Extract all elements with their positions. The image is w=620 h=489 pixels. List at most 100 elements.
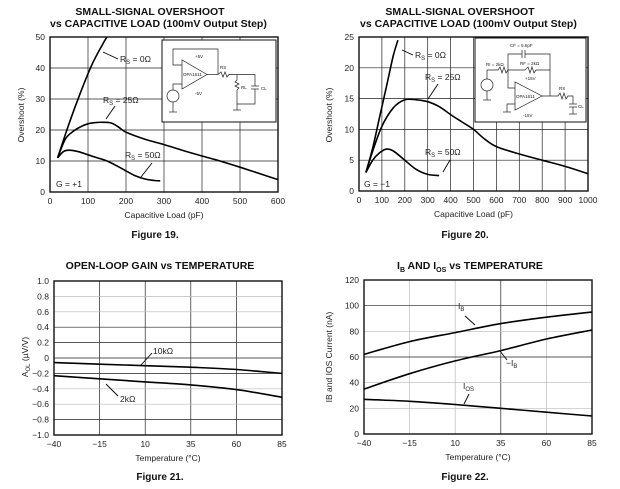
series-label-rs50: RS = 50Ω [125, 150, 161, 162]
schematic-label: +5V [195, 54, 203, 59]
series-line-2 [363, 398, 593, 417]
series-line-1 [365, 98, 589, 175]
fig19-chart: 0 100 200 300 400 500 600 0 10 20 30 40 50 +5V OPA1611… [16, 32, 285, 220]
series-line-2 [56, 149, 161, 182]
x-tick-label: 85 [277, 439, 287, 449]
fig20-title-line1: SMALL-SIGNAL OVERSHOOT [385, 6, 535, 18]
x-tick-label: 300 [157, 196, 171, 206]
series-line-1 [56, 121, 279, 181]
y-tick-label: 0 [354, 429, 359, 439]
series-label-2k: 2kΩ [120, 394, 135, 404]
schematic-wire [506, 103, 515, 112]
x-axis-label: Capacitive Load (pF) [125, 210, 204, 220]
series-label-ios: IOS [463, 381, 474, 393]
schematic-label: -15V [523, 113, 533, 118]
fig20-title: SMALL-SIGNAL OVERSHOOT vs CAPACITIVE LOA… [360, 6, 577, 30]
y-tick-label: 1.0 [37, 276, 49, 286]
schematic-wire [525, 53, 551, 70]
plot-frame [358, 36, 589, 192]
schematic-label: CF = 5.6pF [510, 43, 533, 48]
y-tick-label: 0.2 [37, 338, 49, 348]
inset-schematic-box [474, 37, 587, 123]
y-tick-label: 0 [44, 353, 49, 363]
fig20-title-line2: vs CAPACITIVE LOAD (100mV Output Step) [360, 18, 577, 30]
y-axis-label: Overshoot (%) [16, 87, 26, 142]
x-tick-label: 700 [512, 195, 526, 205]
schematic-label: RF = 2kΩ [520, 61, 540, 66]
fig22-caption: Figure 22. [441, 472, 489, 483]
fig19-title: SMALL-SIGNAL OVERSHOOT vs CAPACITIVE LOA… [50, 6, 267, 30]
opamp-symbol [514, 81, 543, 111]
schematic-label: +15V [525, 76, 536, 81]
y-tick-label: 5 [349, 155, 354, 165]
y-tick-label: 25 [345, 32, 355, 42]
fig21-caption: Figure 21. [136, 472, 184, 483]
x-tick-label: 0 [48, 196, 53, 206]
x-tick-label: 100 [375, 195, 389, 205]
series-line-1 [53, 374, 283, 399]
x-tick-label: 600 [489, 195, 503, 205]
y-tick-label: 100 [345, 301, 359, 311]
x-tick-label: −40 [47, 439, 62, 449]
y-tick-label: 0 [349, 186, 354, 196]
label-arrow [140, 352, 153, 366]
series-line-1 [363, 329, 593, 390]
schematic-label: OPA1611 [516, 94, 535, 99]
resistor-rf [524, 65, 551, 96]
x-tick-label: 400 [444, 195, 458, 205]
x-tick-label: −15 [402, 438, 417, 448]
y-axis-label: IB and IOS Current (nA) [324, 311, 334, 402]
resistor-rs [217, 71, 245, 78]
y-tick-label: 80 [350, 326, 360, 336]
y-tick-label: −0.2 [32, 368, 49, 378]
fig21-title: OPEN-LOOP GAIN vs TEMPERATURE [65, 260, 255, 272]
x-tick-label: 800 [535, 195, 549, 205]
x-tick-label: −40 [357, 438, 372, 448]
y-tick-label: 10 [345, 124, 355, 134]
y-tick-label: 10 [36, 156, 46, 166]
x-axis-label: Capacitive Load (pF) [434, 209, 513, 219]
y-tick-label: 20 [345, 63, 355, 73]
y-tick-label: 0.4 [37, 322, 49, 332]
inset-schematic-box [161, 39, 277, 123]
series-label-rs25: RS = 25Ω [103, 95, 139, 107]
y-tick-label: −0.4 [32, 384, 49, 394]
label-arrow [442, 159, 451, 173]
fig19-caption: Figure 19. [131, 230, 179, 241]
y-axis-label: AOL (µV/V) [20, 337, 32, 377]
x-axis-label: Temperature (°C) [135, 453, 200, 463]
label-arrow [105, 383, 119, 397]
schematic-wire [507, 53, 522, 70]
schematic-label: RS [220, 65, 226, 70]
x-tick-label: 600 [271, 196, 285, 206]
x-tick-label: 400 [195, 196, 209, 206]
y-tick-label: 30 [36, 94, 46, 104]
series-label-ib: IB [458, 301, 464, 313]
fig21-chart: −40 −15 10 35 60 85 1.0 0.8 0.6 0.4 0.2 0 −0.2 −0.4 −0… [20, 276, 287, 463]
schematic-label: CL [578, 104, 584, 109]
y-tick-label: 50 [36, 32, 46, 42]
y-tick-label: −1.0 [32, 430, 49, 440]
feedback-wire [172, 48, 219, 75]
schematic-wire [486, 69, 490, 79]
label-arrow [499, 350, 508, 361]
fig19-title-line2: vs CAPACITIVE LOAD (100mV Output Step) [50, 18, 267, 30]
x-tick-label: 200 [119, 196, 133, 206]
series-line-2 [365, 148, 440, 177]
x-tick-label: 900 [558, 195, 572, 205]
series-line-0 [56, 36, 108, 159]
y-tick-label: 60 [350, 352, 360, 362]
opamp-symbol [181, 59, 208, 90]
resistor-rl [234, 74, 240, 104]
schematic-wire [172, 83, 182, 90]
schematic-label: RL [241, 85, 247, 90]
series-label-neg-ib: −IB [506, 358, 517, 370]
x-tick-label: 100 [81, 196, 95, 206]
y-tick-label: 0 [40, 187, 45, 197]
x-tick-label: 10 [450, 438, 460, 448]
x-tick-label: 300 [421, 195, 435, 205]
label-arrow [401, 49, 414, 56]
x-tick-label: 35 [496, 438, 506, 448]
series-label-rs50: RS = 50Ω [425, 147, 461, 159]
x-tick-label: 500 [233, 196, 247, 206]
